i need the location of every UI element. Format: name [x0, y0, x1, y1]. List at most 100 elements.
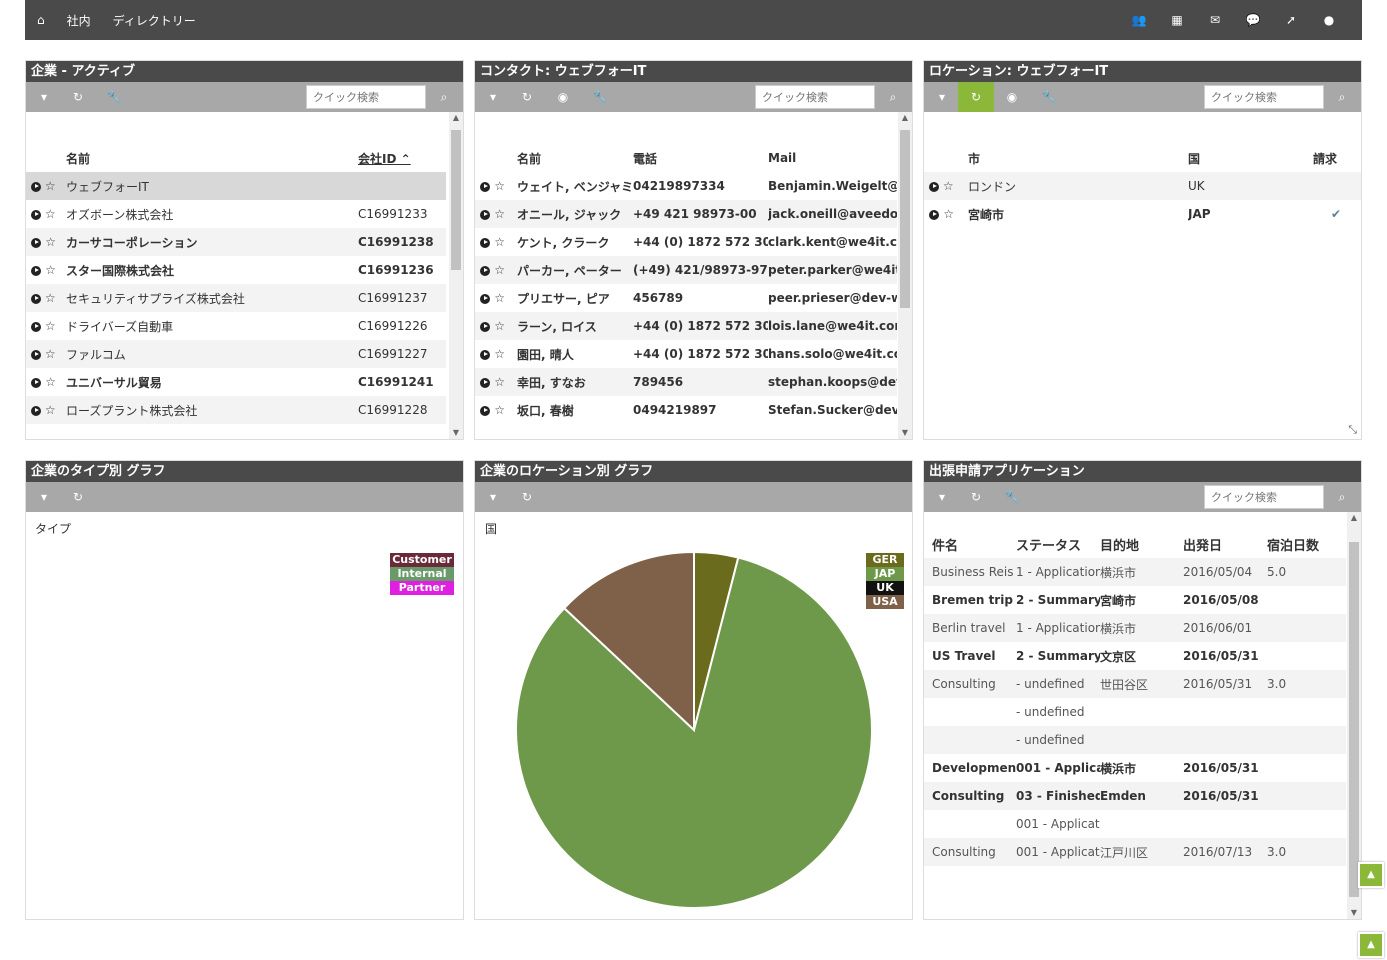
pie-slice-jap[interactable]: [515, 556, 873, 909]
table-row[interactable]: ☆ パーカー, ペーター (+49) 421/98973-97 peter.parke…: [475, 256, 897, 284]
star-icon[interactable]: ☆: [494, 207, 505, 221]
star-icon[interactable]: ☆: [494, 235, 505, 249]
search-icon[interactable]: ⌕: [1338, 490, 1346, 504]
table-row[interactable]: 001 - Applicat: [924, 810, 1346, 838]
table-row[interactable]: ☆ ウェイト, ベンジャミン 04219897334 Benjamin.Weigelt…: [475, 172, 897, 200]
scroll-up-icon[interactable]: ▲: [901, 113, 909, 122]
table-row[interactable]: ☆ 坂口, 春樹 0494219897 Stefan.Sucker@dev-w: [475, 396, 897, 424]
scroll-thumb[interactable]: [900, 130, 910, 308]
rocket-icon[interactable]: ➚: [1285, 13, 1297, 27]
open-icon[interactable]: [480, 265, 490, 276]
star-icon[interactable]: ☆: [494, 347, 505, 361]
table-row[interactable]: ☆ スター国際株式会社 C16991236: [26, 256, 446, 284]
table-row[interactable]: ☆ オズボーン株式会社 C16991233: [26, 200, 446, 228]
star-icon[interactable]: ☆: [942, 179, 954, 193]
open-icon[interactable]: [480, 181, 490, 192]
table-row[interactable]: ☆ ドライバーズ自動車 C16991226: [26, 312, 446, 340]
table-row[interactable]: - undefined: [924, 698, 1346, 726]
open-icon[interactable]: [480, 237, 490, 248]
star-icon[interactable]: ☆: [45, 263, 56, 277]
open-icon[interactable]: [480, 349, 490, 360]
star-icon[interactable]: ☆: [494, 263, 505, 277]
table-row[interactable]: ☆ ウェブフォーIT: [26, 172, 446, 200]
search-icon[interactable]: ⌕: [440, 90, 448, 104]
search-input[interactable]: [755, 85, 875, 109]
open-icon[interactable]: [929, 209, 939, 220]
wrench-icon[interactable]: 🔧: [1041, 90, 1057, 104]
table-row[interactable]: Consulting 03 - Finished Emden 2016/05/31: [924, 782, 1346, 810]
table-row[interactable]: ☆ ユニバーサル貿易 C16991241: [26, 368, 446, 396]
star-icon[interactable]: ☆: [44, 179, 56, 193]
star-icon[interactable]: ☆: [494, 179, 505, 193]
column-header-phone[interactable]: 電話: [633, 151, 658, 166]
refresh-icon[interactable]: ↻: [970, 490, 982, 504]
wrench-icon[interactable]: 🔧: [1004, 490, 1020, 504]
search-input[interactable]: [1204, 85, 1324, 109]
table-row[interactable]: Bremen trip 2 - Summary 宮崎市 2016/05/08: [924, 586, 1346, 614]
table-row[interactable]: ☆ 宮崎市 JAP ✔: [924, 200, 1361, 228]
open-icon[interactable]: [31, 377, 41, 388]
scroll-thumb[interactable]: [451, 130, 461, 270]
table-row[interactable]: ☆ ロンドン UK: [924, 172, 1361, 200]
star-icon[interactable]: ☆: [943, 207, 954, 221]
user-icon[interactable]: ●: [1323, 13, 1335, 27]
scroll-down-icon[interactable]: ▼: [452, 428, 460, 437]
star-icon[interactable]: ☆: [44, 403, 56, 417]
column-header-company-id[interactable]: 会社ID ⌃: [358, 151, 411, 166]
table-row[interactable]: ☆ プリエサー, ピア 456789 peer.prieser@dev-we4: [475, 284, 897, 312]
mail-icon[interactable]: ✉: [1209, 13, 1221, 27]
table-row[interactable]: ☆ オニール, ジャック +49 421 98973-00 jack.oneill@a…: [475, 200, 897, 228]
star-icon[interactable]: ☆: [45, 235, 56, 249]
calendar-icon[interactable]: ▦: [1171, 13, 1183, 27]
scroll-up-icon[interactable]: ▲: [452, 113, 460, 122]
star-icon[interactable]: ☆: [44, 207, 56, 221]
wrench-icon[interactable]: 🔧: [106, 90, 122, 104]
open-icon[interactable]: [480, 209, 490, 220]
chevron-down-icon[interactable]: ▾: [40, 490, 48, 504]
refresh-icon[interactable]: ↻: [72, 90, 84, 104]
open-icon[interactable]: [480, 377, 490, 388]
table-row[interactable]: ☆ ケント, クラーク +44 (0) 1872 572 305 clark.kent…: [475, 228, 897, 256]
star-icon[interactable]: ☆: [494, 403, 505, 417]
star-icon[interactable]: ☆: [494, 291, 505, 305]
table-row[interactable]: ☆ ラーン, ロイス +44 (0) 1872 572 301 lois.lane@w…: [475, 312, 897, 340]
table-row[interactable]: Berlin travel 1 - Application 横浜市 2016/06/0…: [924, 614, 1346, 642]
nav-internal[interactable]: 社内: [66, 13, 91, 28]
eye-icon[interactable]: ◉: [557, 90, 569, 104]
side-action-button[interactable]: ▲: [1358, 932, 1384, 958]
table-row[interactable]: ☆ カーサコーポレーション C16991238: [26, 228, 446, 256]
scrollbar[interactable]: ▲ ▼: [1347, 512, 1361, 919]
column-header-departure[interactable]: 出発日: [1183, 538, 1223, 554]
column-header-city[interactable]: 市: [968, 151, 981, 166]
scrollbar[interactable]: ▲ ▼: [449, 112, 463, 439]
refresh-icon[interactable]: ↻: [958, 82, 994, 112]
chevron-down-icon[interactable]: ▾: [938, 490, 946, 504]
scroll-down-icon[interactable]: ▼: [901, 428, 909, 437]
star-icon[interactable]: ☆: [44, 347, 56, 361]
search-icon[interactable]: ⌕: [1338, 90, 1346, 104]
search-icon[interactable]: ⌕: [889, 90, 897, 104]
open-icon[interactable]: [31, 293, 41, 304]
users-icon[interactable]: 👥: [1131, 13, 1147, 27]
home-icon[interactable]: ⌂: [37, 13, 45, 27]
open-icon[interactable]: [31, 321, 41, 332]
open-icon[interactable]: [480, 293, 490, 304]
search-input[interactable]: [306, 85, 426, 109]
chevron-down-icon[interactable]: ▾: [489, 90, 497, 104]
open-icon[interactable]: [480, 405, 490, 416]
chevron-down-icon[interactable]: ▾: [40, 90, 48, 104]
scroll-up-icon[interactable]: ▲: [1350, 513, 1358, 522]
table-row[interactable]: Consulting 001 - Applicat 江戸川区 2016/07/13 3.…: [924, 838, 1346, 866]
table-row[interactable]: Business Reis 1 - Application 横浜市 2016/05/0…: [924, 558, 1346, 586]
chevron-down-icon[interactable]: ▾: [938, 90, 946, 104]
column-header-subject[interactable]: 件名: [932, 538, 959, 554]
side-action-button[interactable]: ▲: [1358, 862, 1384, 888]
open-icon[interactable]: [31, 405, 41, 416]
open-icon[interactable]: [31, 349, 41, 360]
resize-icon[interactable]: ⤡: [1348, 423, 1357, 436]
refresh-icon[interactable]: ↻: [521, 490, 533, 504]
chat-icon[interactable]: 💬: [1245, 13, 1261, 27]
search-input[interactable]: [1204, 485, 1324, 509]
